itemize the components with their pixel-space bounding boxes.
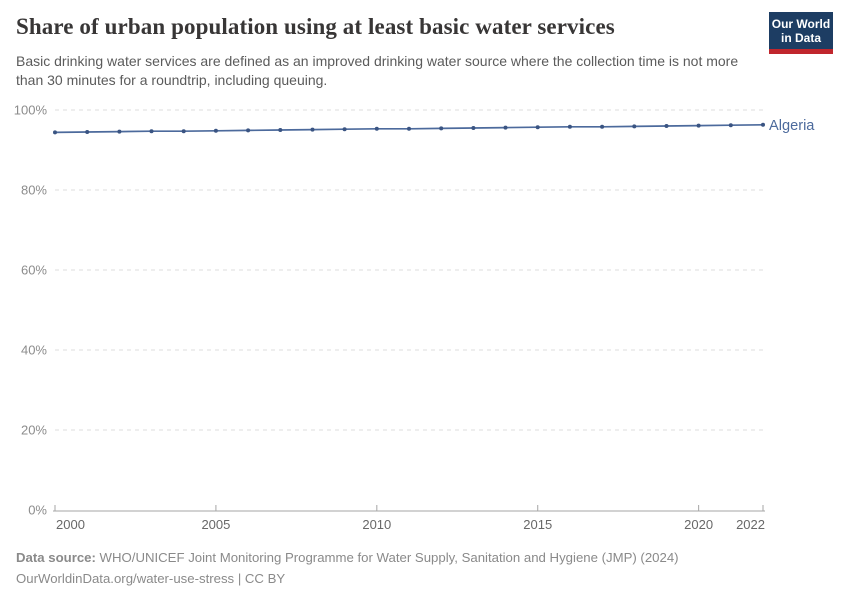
data-source-label: Data source:: [16, 550, 96, 565]
data-point: [632, 124, 637, 129]
owid-logo[interactable]: Our World in Data: [769, 12, 833, 54]
data-point: [342, 127, 347, 132]
data-point: [278, 128, 283, 132]
data-point: [181, 129, 186, 134]
data-point: [664, 124, 669, 128]
data-series: [53, 122, 765, 135]
data-source-line: Data source: WHO/UNICEF Joint Monitoring…: [16, 547, 679, 568]
y-axis-tick-label: 20%: [21, 423, 47, 438]
y-axis-tick-label: 100%: [14, 103, 48, 118]
x-axis-tick-label: 2000: [56, 517, 85, 532]
license-line: OurWorldinData.org/water-use-stress | CC…: [16, 571, 286, 586]
data-point: [728, 123, 733, 128]
x-axis-tick-label: 2022: [736, 517, 765, 532]
data-point: [407, 126, 411, 131]
data-point: [53, 130, 57, 135]
chart-subtitle: Basic drinking water services are define…: [16, 53, 739, 88]
data-point: [310, 127, 315, 132]
y-axis-tick-label: 0%: [28, 503, 47, 518]
x-axis-tick-label: 2005: [201, 517, 230, 532]
data-point: [374, 126, 379, 131]
owid-logo-line2: in Data: [780, 31, 821, 45]
gridlines: [55, 109, 763, 431]
data-point: [535, 125, 540, 130]
data-source-text: WHO/UNICEF Joint Monitoring Programme fo…: [95, 550, 679, 565]
entity-label[interactable]: Algeria: [769, 118, 815, 134]
y-axis-tick-label: 40%: [21, 343, 47, 358]
chart-title: Share of urban population using at least…: [16, 14, 615, 39]
chart-footer: Data source: WHO/UNICEF Joint Monitoring…: [16, 547, 679, 589]
x-axis-tick-label: 2015: [523, 517, 552, 532]
data-point: [471, 126, 476, 130]
series-labels: Algeria: [769, 118, 815, 134]
data-point: [761, 122, 765, 127]
data-point: [213, 128, 218, 133]
x-axis-tick-label: 2010: [362, 517, 391, 532]
owid-logo-line1: Our World: [771, 17, 831, 31]
data-point: [246, 128, 251, 133]
data-point: [117, 129, 122, 134]
data-point: [696, 123, 701, 128]
axes: 0% 20% 40% 60% 80% 100% 2000 2005 2010 2015 2020 20…: [14, 103, 765, 532]
data-point: [149, 129, 154, 134]
data-point: [503, 125, 508, 130]
x-axis-tick-label: 2020: [684, 517, 713, 532]
data-point: [85, 130, 90, 134]
data-point: [600, 124, 605, 129]
y-axis-tick-label: 80%: [21, 183, 47, 198]
data-point: [439, 126, 444, 131]
y-axis-tick-label: 60%: [21, 263, 47, 278]
data-point: [567, 124, 572, 129]
